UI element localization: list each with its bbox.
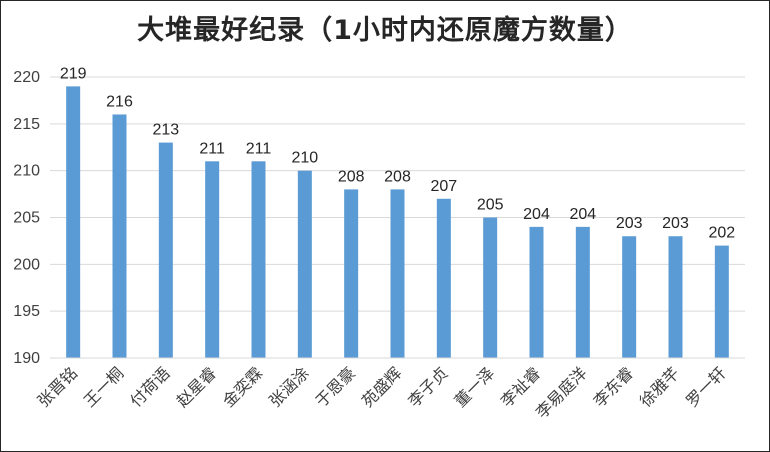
category-label: 张晋铭: [34, 363, 81, 410]
y-tick-label: 190: [13, 350, 40, 367]
data-label: 207: [430, 178, 457, 195]
data-label: 211: [199, 140, 225, 157]
category-label: 张涵涂: [265, 363, 312, 410]
data-label: 204: [569, 206, 596, 223]
data-label: 213: [152, 122, 179, 139]
bar: [112, 114, 127, 358]
data-label: 203: [662, 215, 689, 232]
category-label: 李易庭洋: [532, 363, 591, 422]
chart-title: 大堆最好纪录（1小时内还原魔方数量）: [137, 15, 633, 46]
data-label: 204: [523, 206, 550, 223]
bar: [529, 226, 544, 358]
data-label: 208: [384, 168, 411, 185]
bar: [297, 170, 312, 358]
category-label: 赵星睿: [173, 363, 220, 410]
category-label: 罗一轩: [682, 363, 729, 410]
category-label: 苑盛辉: [358, 363, 405, 410]
category-label: 于恩豪: [312, 363, 359, 410]
data-label: 208: [338, 168, 365, 185]
bar: [390, 189, 405, 358]
category-label: 付荷语: [126, 363, 173, 410]
y-tick-label: 195: [13, 303, 40, 320]
y-tick-label: 205: [13, 210, 40, 227]
data-label: 205: [477, 197, 504, 214]
y-tick-label: 210: [13, 163, 40, 180]
category-label: 王一桐: [80, 363, 127, 410]
category-label: 董一泽: [451, 363, 498, 410]
data-label: 203: [616, 215, 643, 232]
bar: [66, 86, 81, 358]
bar: [483, 217, 498, 358]
bar: [622, 236, 637, 358]
data-label: 202: [708, 225, 735, 242]
data-label: 219: [60, 65, 87, 82]
bar: [344, 189, 359, 358]
category-label: 李东睿: [590, 363, 637, 410]
category-label: 金奕霖: [219, 363, 266, 410]
bar: [575, 226, 590, 358]
y-tick-label: 200: [13, 256, 40, 273]
bar: [714, 245, 729, 358]
bar: [158, 142, 173, 358]
y-tick-label: 220: [13, 69, 40, 86]
bar: [205, 161, 220, 358]
bar: [668, 236, 683, 358]
y-tick-label: 215: [13, 116, 40, 133]
bar: [251, 161, 266, 358]
data-label: 211: [246, 140, 272, 157]
data-label: 216: [106, 93, 133, 110]
bar: [436, 198, 451, 358]
data-label: 210: [291, 150, 318, 167]
category-label: 徐雅芊: [636, 363, 683, 410]
category-label: 李子贞: [404, 363, 451, 410]
